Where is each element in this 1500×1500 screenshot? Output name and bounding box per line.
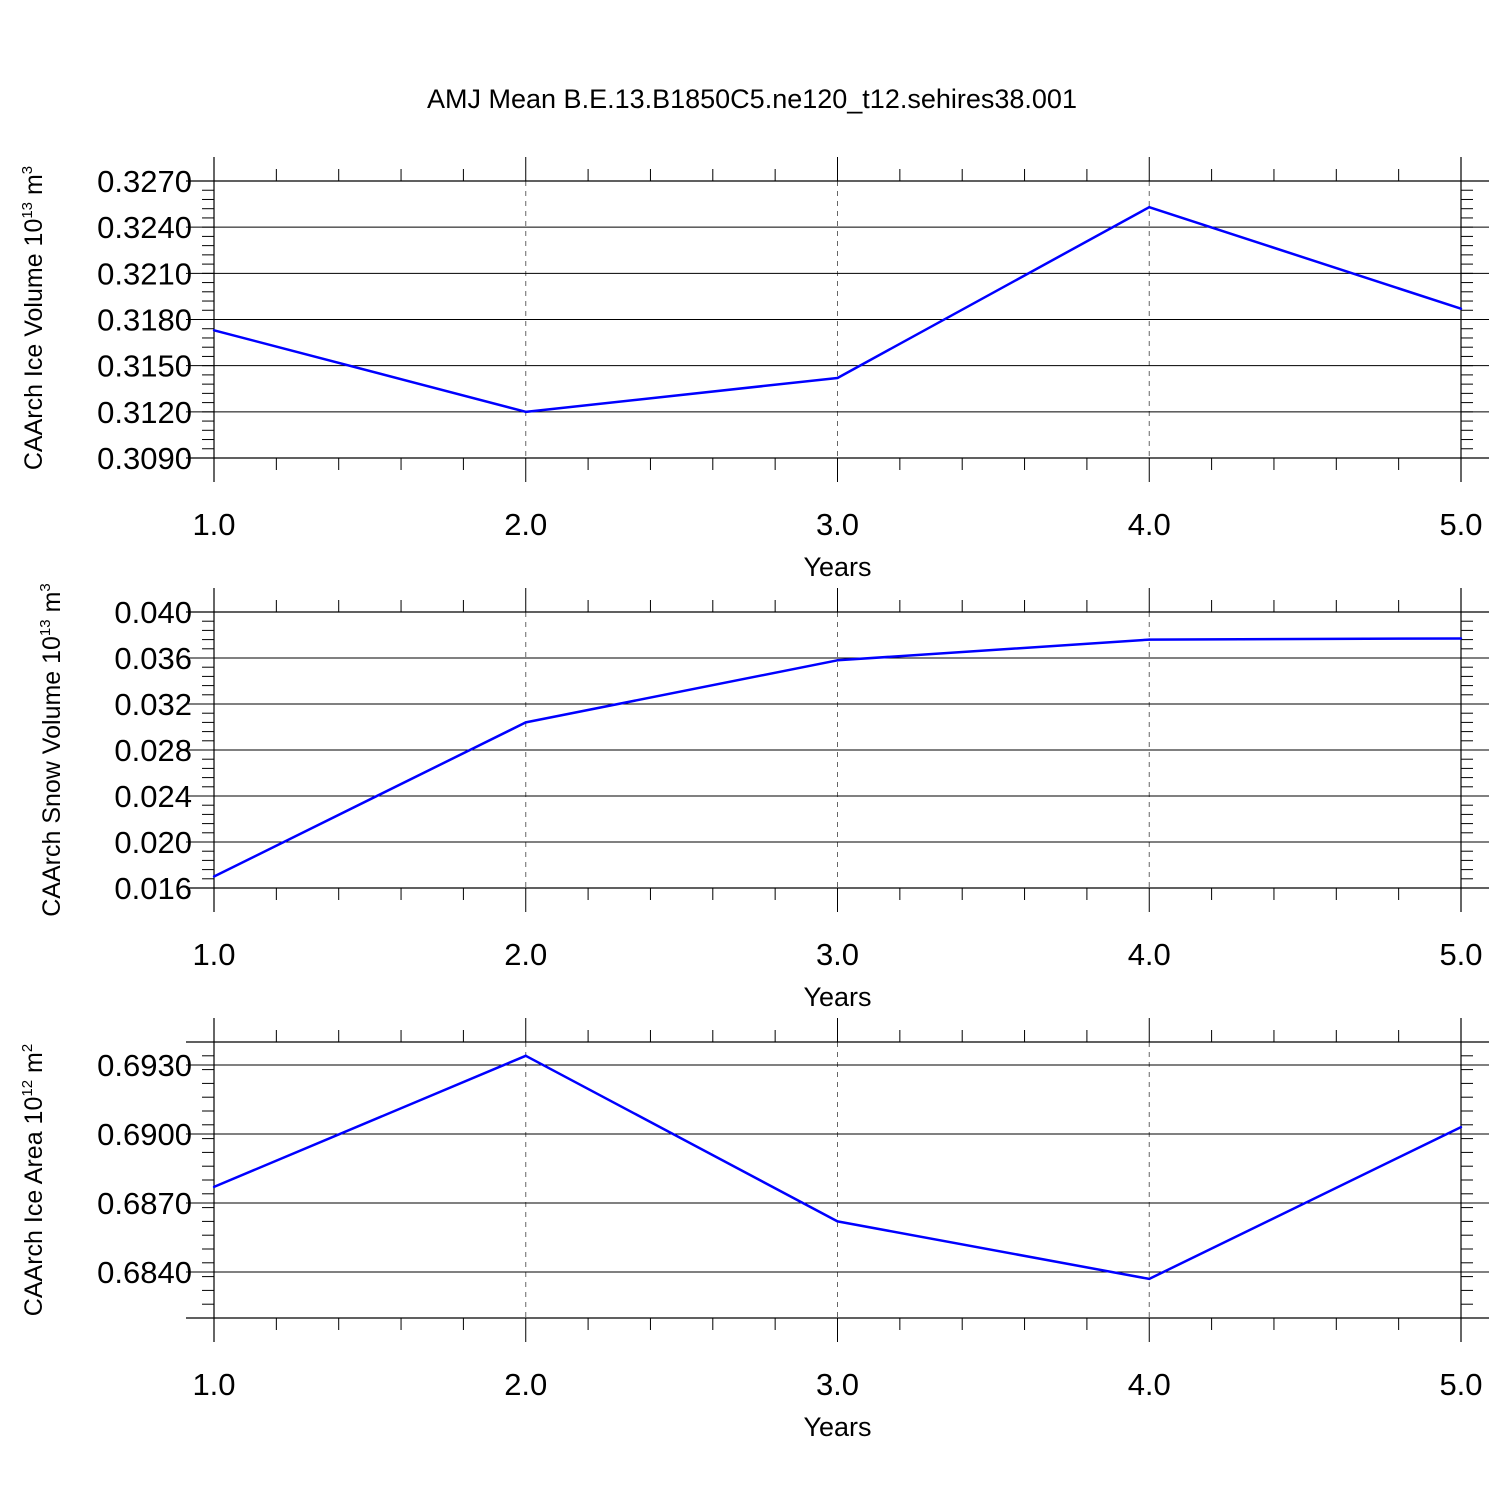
data-point (212, 1185, 216, 1189)
data-point (524, 1054, 527, 1058)
y-axis-label-unit-exp: 3 (19, 166, 36, 174)
y-axis-label-unit: m (20, 1052, 48, 1080)
y-tick-label: 0.6870 (97, 1186, 192, 1221)
x-tick-label: 1.0 (192, 937, 235, 972)
data-point (1148, 638, 1151, 641)
y-tick-label: 0.3240 (97, 210, 192, 245)
chart-panel-2: 0.016 0.020 0.024 0.028 0.032 0.036 0.040 1.0 2.… (37, 583, 1489, 1012)
data-point (212, 329, 216, 332)
y-axis-label: CAArch Snow Volume 1013 m3 (37, 583, 66, 917)
y-tick-label: 0.3120 (97, 395, 192, 430)
chart-title: AMJ Mean B.E.13.B1850C5.ne120_t12.sehire… (427, 84, 1077, 114)
y-axis-label-unit: m (38, 592, 66, 620)
data-point (836, 659, 839, 662)
data-point (1459, 1125, 1463, 1129)
y-axis-label-unit-exp: 2 (19, 1044, 36, 1052)
x-tick-label: 4.0 (1128, 1367, 1171, 1402)
x-tick-label: 2.0 (504, 1367, 547, 1402)
y-tick-label: 0.024 (114, 779, 192, 814)
y-axis-label-unit-exp: 3 (37, 583, 54, 591)
y-axis-label-exp: 13 (37, 619, 54, 636)
data-point (836, 376, 839, 380)
data-point (212, 875, 216, 878)
x-tick-label: 3.0 (816, 937, 859, 972)
x-tick-label: 1.0 (192, 1367, 235, 1402)
data-point (1148, 205, 1151, 209)
x-tick-label: 5.0 (1439, 1367, 1482, 1402)
y-tick-label: 0.3180 (97, 303, 192, 338)
x-tick-label: 4.0 (1128, 937, 1171, 972)
y-tick-label: 0.036 (114, 641, 192, 676)
x-tick-label: 2.0 (504, 937, 547, 972)
x-tick-label: 5.0 (1439, 937, 1482, 972)
y-tick-label: 0.020 (114, 825, 192, 860)
data-point (836, 1220, 839, 1223)
y-axis-label: CAArch Ice Volume 1013 m3 (19, 166, 48, 470)
y-tick-label: 0.3150 (97, 349, 192, 384)
data-point (1459, 637, 1463, 640)
x-tick-label: 3.0 (816, 1367, 859, 1402)
y-axis-label-unit: m (20, 174, 48, 202)
x-tick-label: 4.0 (1128, 507, 1171, 542)
x-axis-label: Years (803, 552, 871, 582)
x-tick-label: 2.0 (504, 507, 547, 542)
y-tick-label: 0.6930 (97, 1048, 192, 1083)
y-axis-label-exp: 13 (19, 202, 36, 219)
chart-panel-3: 0.6840 0.6870 0.6900 0.6930 1.0 2.0 3.0 4.0 5.0 Y… (19, 1018, 1489, 1442)
y-axis-label-text: CAArch Ice Volume 10 (20, 219, 48, 471)
data-point (524, 721, 527, 724)
y-tick-label: 0.3210 (97, 256, 192, 291)
y-tick-label: 0.3270 (97, 164, 192, 199)
y-tick-label: 0.032 (114, 687, 192, 722)
panels: 0.3090 0.3120 0.3150 0.3180 0.3210 0.3240 0.32… (19, 157, 1489, 1442)
y-tick-label: 0.6900 (97, 1117, 192, 1152)
y-axis-label-exp: 12 (19, 1080, 36, 1097)
y-axis-label-text: CAArch Ice Area 10 (20, 1097, 48, 1317)
y-axis-label: CAArch Ice Area 1012 m2 (19, 1044, 48, 1316)
x-axis-label: Years (803, 982, 871, 1012)
y-tick-label: 0.016 (114, 871, 192, 906)
x-tick-label: 5.0 (1439, 507, 1482, 542)
y-tick-label: 0.3090 (97, 441, 192, 476)
y-tick-label: 0.028 (114, 733, 192, 768)
y-tick-label: 0.6840 (97, 1255, 192, 1290)
y-tick-label: 0.040 (114, 595, 192, 630)
x-tick-label: 3.0 (816, 507, 859, 542)
data-point (1459, 307, 1463, 310)
data-point (1148, 1277, 1151, 1281)
x-tick-label: 1.0 (192, 507, 235, 542)
y-axis-label-text: CAArch Snow Volume 10 (38, 636, 66, 917)
data-point (524, 410, 527, 414)
x-axis-label: Years (803, 1412, 871, 1442)
chart-panel-1: 0.3090 0.3120 0.3150 0.3180 0.3210 0.3240 0.32… (19, 157, 1489, 582)
